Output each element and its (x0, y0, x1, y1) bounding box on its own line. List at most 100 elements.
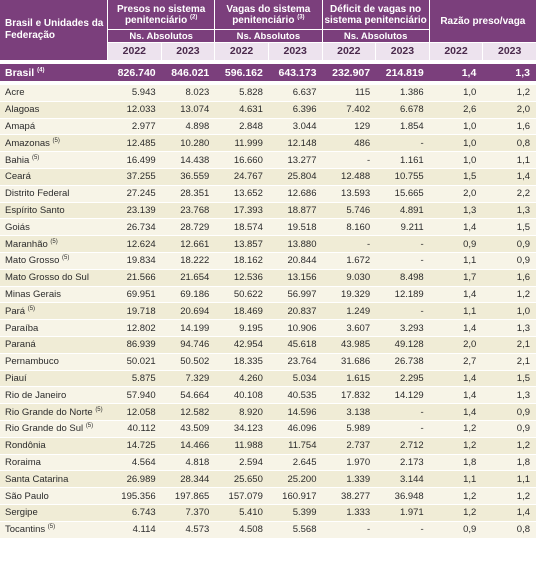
cell: 0,8 (482, 135, 536, 153)
cell: 3.607 (321, 320, 376, 337)
cell: - (375, 135, 429, 153)
table-row: Rio Grande do Norte (5) 12.058 12.582 8.920… (0, 404, 536, 421)
uf-column-header: Brasil e Unidades da Federação (0, 0, 108, 60)
presos-header: Presos no sistema penitenciário (2) (107, 0, 215, 29)
table-row: Rondônia 14.725 14.466 11.988 11.754 2.737 2.… (0, 437, 536, 455)
cell: 2.295 (375, 370, 429, 388)
year-2022-presos: 2022 (107, 42, 161, 60)
cell: 12.033 (107, 101, 161, 119)
cell: 17.393 (214, 202, 268, 220)
cell: 1.672 (321, 252, 376, 270)
cell: 0,9 (428, 521, 483, 539)
cell: 37.255 (107, 168, 161, 186)
table-row: Paraíba 12.802 14.199 9.195 10.906 3.607 3.29… (0, 320, 536, 337)
cell: 232.907 (321, 64, 376, 81)
cell: - (375, 404, 429, 421)
table-row: Minas Gerais 69.951 69.186 50.622 56.997 19.… (0, 286, 536, 304)
year-2023-vagas: 2023 (267, 42, 322, 60)
cell: 1,7 (428, 269, 483, 287)
cell: 94.746 (160, 336, 215, 354)
cell: 57.940 (107, 387, 161, 405)
cell: 25.804 (267, 168, 322, 186)
cell: 14.199 (160, 320, 215, 337)
cell: 21.566 (107, 269, 161, 287)
cell: 4.898 (160, 118, 215, 136)
cell: 1,1 (428, 252, 483, 270)
cell: 1,5 (482, 370, 536, 388)
row-name: Acre (0, 85, 108, 102)
cell: 11.754 (267, 437, 322, 455)
cell: 23.139 (107, 202, 161, 220)
row-name: Rondônia (0, 437, 108, 455)
cell: - (321, 152, 376, 169)
cell: 28.344 (160, 471, 215, 489)
cell: 1,2 (428, 437, 483, 455)
vagas-header: Vagas do sistema penitenciário (3) (214, 0, 322, 29)
cell: 8.023 (160, 85, 215, 102)
table-row: Mato Grosso do Sul 21.566 21.654 12.536 13.… (0, 269, 536, 287)
cell: 1.854 (375, 118, 429, 136)
table-row: Rio Grande do Sul (5) 40.112 43.509 34.123 4… (0, 420, 536, 438)
vagas-subheader: Ns. Absolutos (214, 29, 322, 42)
cell: 12.488 (321, 168, 376, 186)
cell: 18.162 (214, 252, 268, 270)
table-row: São Paulo 195.356 197.865 157.079 160.917 38… (0, 488, 536, 505)
cell: 20.844 (267, 252, 322, 270)
razao-header: Razão preso/vaga (428, 0, 536, 42)
cell: 2.173 (375, 454, 429, 472)
vagas-title: Vagas do sistema penitenciário (226, 3, 311, 26)
cell: 8.920 (214, 404, 268, 421)
cell: 5.034 (267, 370, 322, 388)
row-name: Distrito Federal (0, 185, 108, 203)
row-name: Mato Grosso do Sul (0, 269, 108, 287)
cell: 1.386 (375, 85, 429, 102)
cell: 9.211 (375, 219, 429, 237)
cell: 2.594 (214, 454, 268, 472)
cell: 157.079 (214, 488, 268, 505)
cell: 1.971 (375, 504, 429, 522)
cell: 214.819 (375, 64, 429, 81)
cell: 7.402 (321, 101, 376, 119)
row-name: Minas Gerais (0, 286, 108, 304)
cell: 4.564 (107, 454, 161, 472)
cell: 11.988 (214, 437, 268, 455)
cell: 12.582 (160, 404, 215, 421)
cell: - (375, 236, 429, 253)
cell: 20.837 (267, 303, 322, 321)
row-name: Maranhão (5) (0, 236, 108, 253)
cell: 14.725 (107, 437, 161, 455)
cell: 5.410 (214, 504, 268, 522)
cell: 54.664 (160, 387, 215, 405)
row-name: Alagoas (0, 101, 108, 119)
cell: 3.293 (375, 320, 429, 337)
row-name: Paraná (0, 336, 108, 354)
cell: 1,5 (482, 219, 536, 237)
cell: 5.943 (107, 85, 161, 102)
cell: 18.574 (214, 219, 268, 237)
cell: 56.997 (267, 286, 322, 304)
cell: 4.508 (214, 521, 268, 539)
cell: 2,0 (428, 185, 483, 203)
cell: 1,4 (428, 404, 483, 421)
cell: 25.200 (267, 471, 322, 489)
table-row: Tocantins (5) 4.114 4.573 4.508 5.568- -0,9 0,… (0, 521, 536, 539)
cell: 21.654 (160, 269, 215, 287)
cell: 1,6 (482, 269, 536, 287)
cell: 1,4 (482, 168, 536, 186)
cell: 596.162 (214, 64, 268, 81)
table-row: Alagoas 12.033 13.074 4.631 6.396 7.402 6.678… (0, 101, 536, 119)
cell: 7.370 (160, 504, 215, 522)
row-name: Rio de Janeiro (0, 387, 108, 405)
cell: 42.954 (214, 336, 268, 354)
cell: 45.618 (267, 336, 322, 354)
table-body: Brasil (4) 826.740 846.021 596.162 643.1… (0, 60, 536, 539)
cell: 195.356 (107, 488, 161, 505)
cell: 12.189 (375, 286, 429, 304)
table-row: Distrito Federal 27.245 28.351 13.652 12.68… (0, 185, 536, 203)
cell: 1,2 (428, 488, 483, 505)
cell: 1,0 (428, 152, 483, 169)
cell: 2,1 (482, 353, 536, 371)
cell: 160.917 (267, 488, 322, 505)
cell: 28.351 (160, 185, 215, 203)
cell: 13.652 (214, 185, 268, 203)
